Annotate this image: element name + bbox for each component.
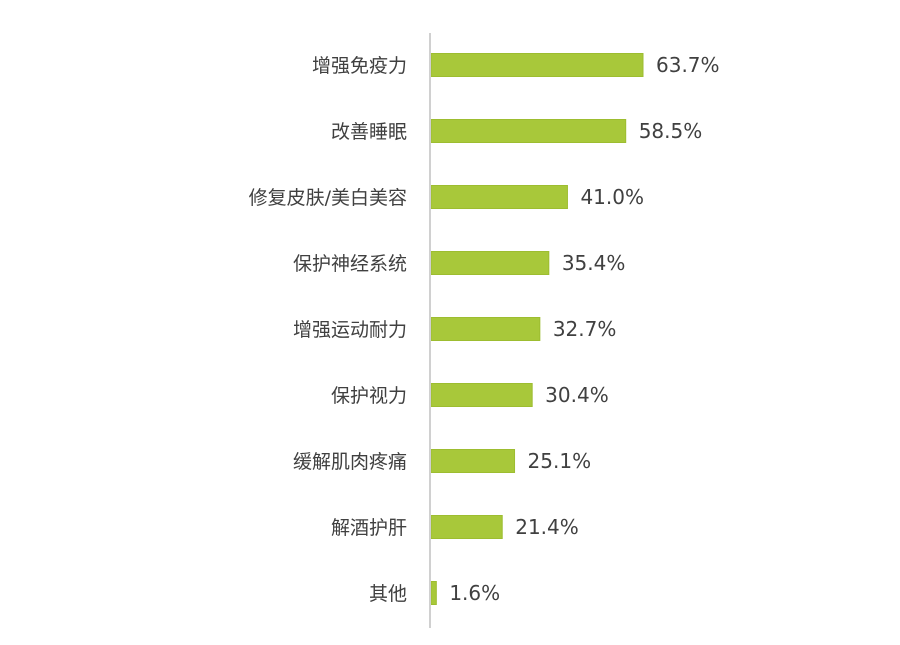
category-label: 增强免疫力 <box>312 55 407 77</box>
data-label: 41.0% <box>580 185 644 209</box>
category-label: 增强运动耐力 <box>293 319 407 341</box>
data-label: 21.4% <box>515 515 579 539</box>
bar <box>430 449 516 473</box>
bar <box>430 515 503 539</box>
data-label: 35.4% <box>562 251 626 275</box>
category-label: 保护视力 <box>331 385 407 407</box>
bar <box>430 185 568 209</box>
category-label: 其他 <box>369 583 407 605</box>
category-label: 解酒护肝 <box>331 517 407 539</box>
data-label: 58.5% <box>639 119 703 143</box>
bar <box>430 317 541 341</box>
bar <box>430 251 550 275</box>
bar <box>430 119 627 143</box>
data-label: 25.1% <box>528 449 592 473</box>
category-label: 保护神经系统 <box>293 253 407 275</box>
bar <box>430 53 644 77</box>
category-label: 修复皮肤/美白美容 <box>249 187 407 209</box>
data-label: 1.6% <box>449 581 500 605</box>
data-label: 32.7% <box>553 317 617 341</box>
bar <box>430 581 437 605</box>
data-label: 30.4% <box>545 383 609 407</box>
category-label: 缓解肌肉疼痛 <box>293 451 407 473</box>
bar <box>430 383 533 407</box>
data-label: 63.7% <box>656 53 720 77</box>
category-label: 改善睡眠 <box>331 121 407 143</box>
